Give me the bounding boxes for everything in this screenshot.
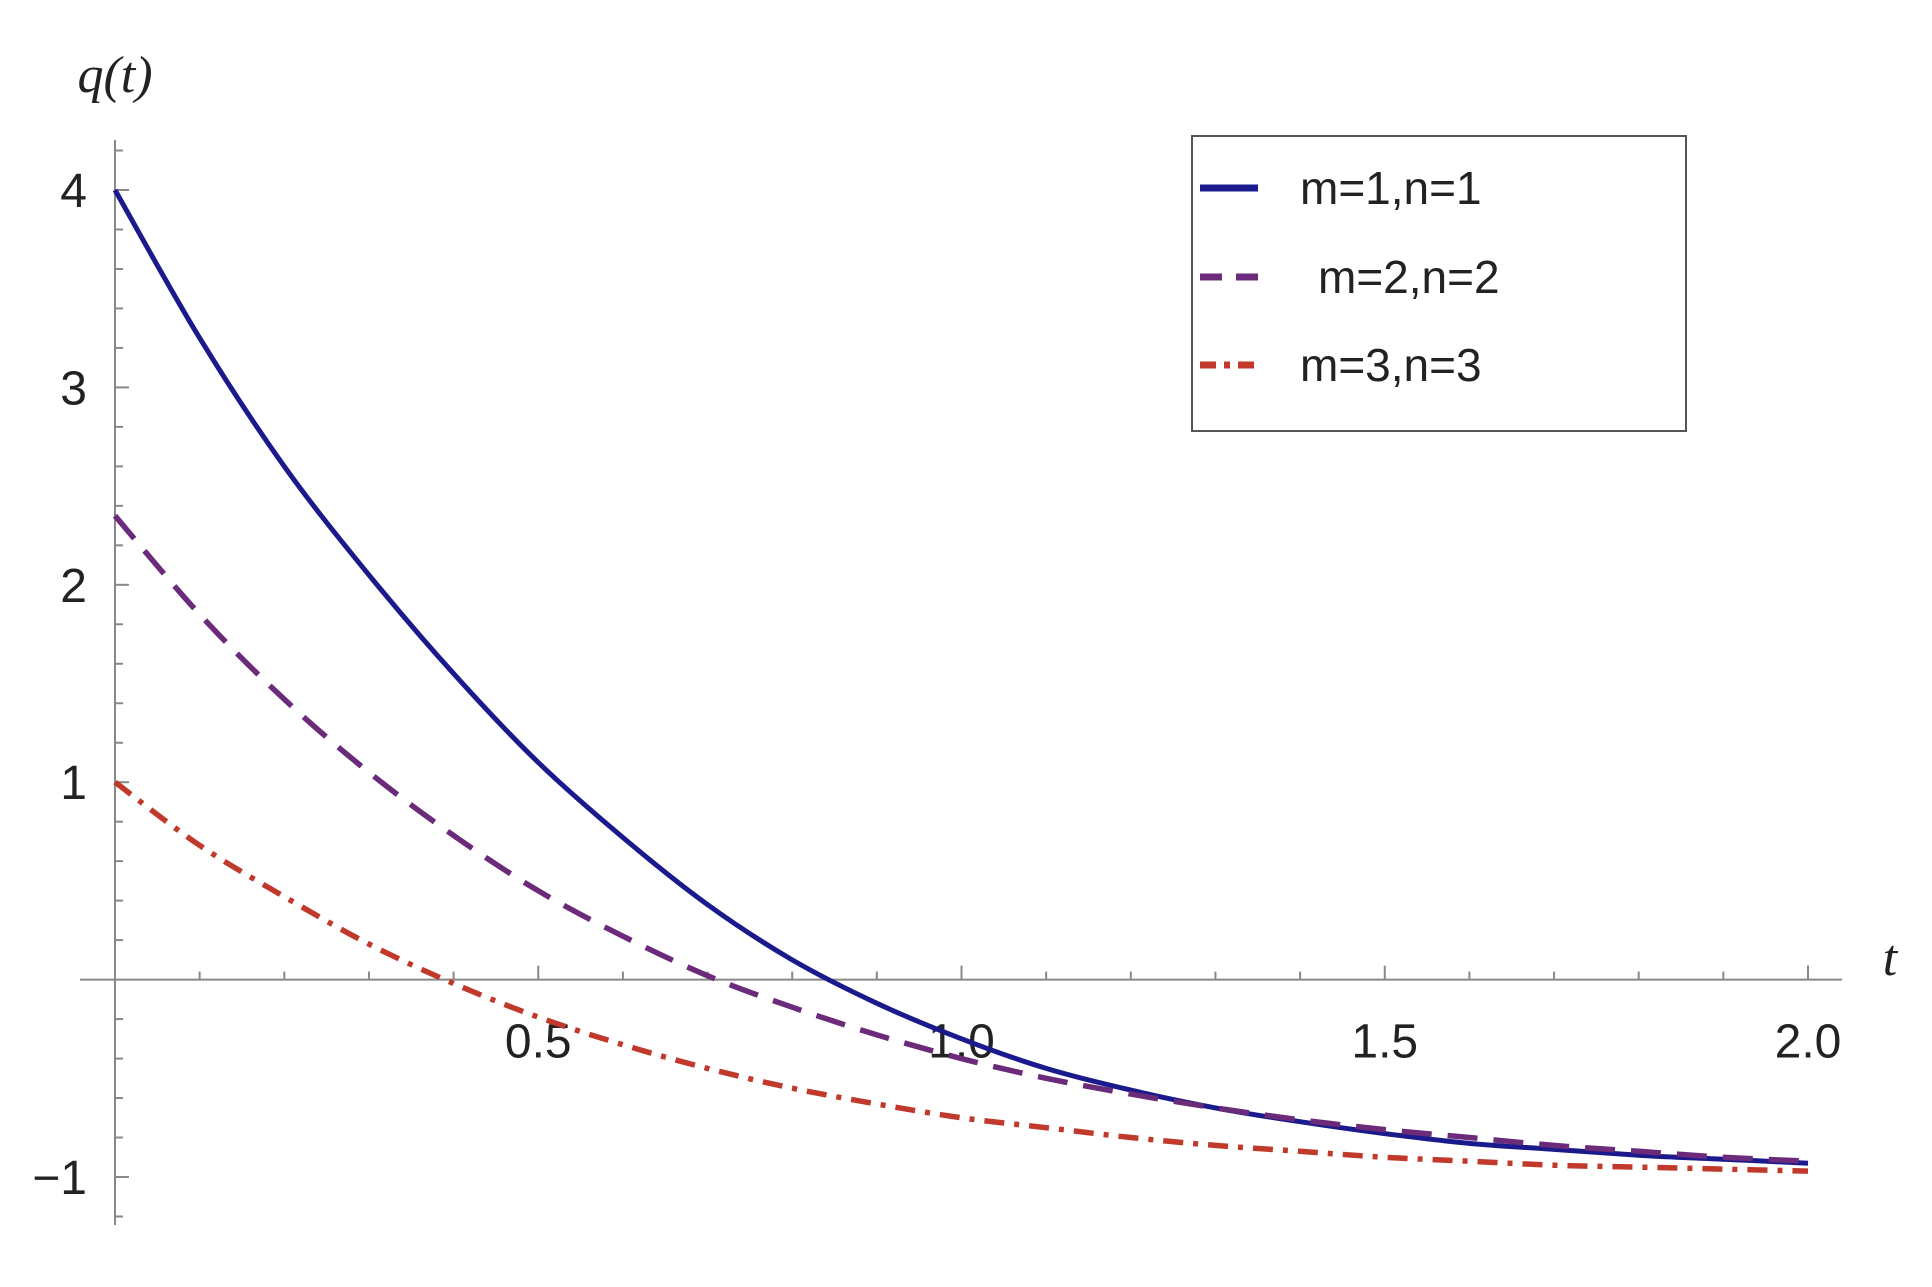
x-tick-label: 1.5 bbox=[1351, 1016, 1418, 1069]
y-tick-label: 3 bbox=[60, 362, 87, 415]
legend: m=1,n=1 m=2,n=2 m=3,n=3 bbox=[1191, 135, 1687, 432]
series-line-1 bbox=[112, 188, 1809, 1166]
series-line-2 bbox=[112, 513, 1809, 1164]
x-axis-title: t bbox=[1883, 930, 1899, 987]
y-tick-label: −1 bbox=[32, 1152, 87, 1205]
y-tick-label: 1 bbox=[60, 757, 87, 810]
y-axis-title: q(t) bbox=[77, 47, 152, 104]
legend-label-3: m=3,n=3 bbox=[1300, 339, 1482, 391]
legend-label-2: m=2,n=2 bbox=[1318, 251, 1500, 303]
legend-box bbox=[1191, 135, 1687, 432]
y-tick-label: 2 bbox=[60, 560, 87, 613]
y-tick-label: 4 bbox=[60, 165, 87, 218]
legend-label-1: m=1,n=1 bbox=[1300, 162, 1482, 214]
x-tick-label: 2.0 bbox=[1775, 1016, 1842, 1069]
series-lines bbox=[112, 188, 1809, 1174]
series-line-3 bbox=[113, 779, 1809, 1174]
